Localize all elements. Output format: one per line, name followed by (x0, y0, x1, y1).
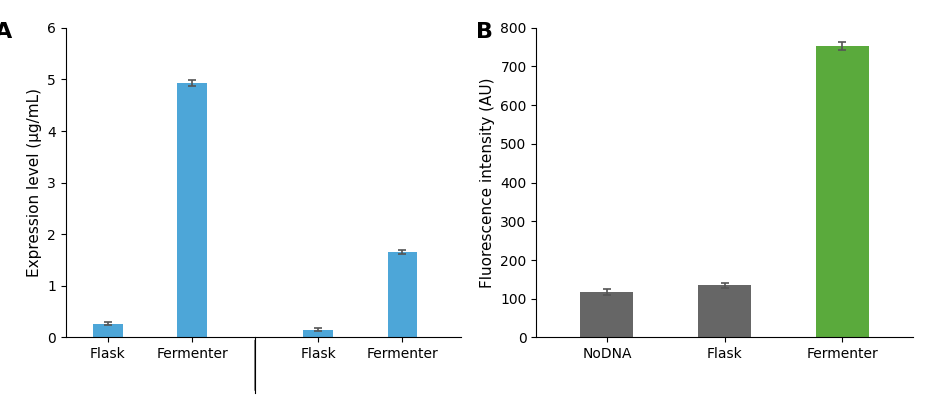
Bar (698, 285, 751, 337)
Bar (816, 46, 869, 337)
Bar (581, 292, 633, 337)
Y-axis label: Expression level (µg/mL): Expression level (µg/mL) (26, 88, 41, 277)
Bar (177, 83, 207, 337)
Text: A: A (0, 21, 12, 42)
Text: B: B (476, 21, 493, 42)
Bar (388, 252, 417, 337)
Bar (303, 330, 333, 337)
Y-axis label: Fluorescence intensity (AU): Fluorescence intensity (AU) (480, 77, 495, 288)
Bar (93, 324, 122, 337)
